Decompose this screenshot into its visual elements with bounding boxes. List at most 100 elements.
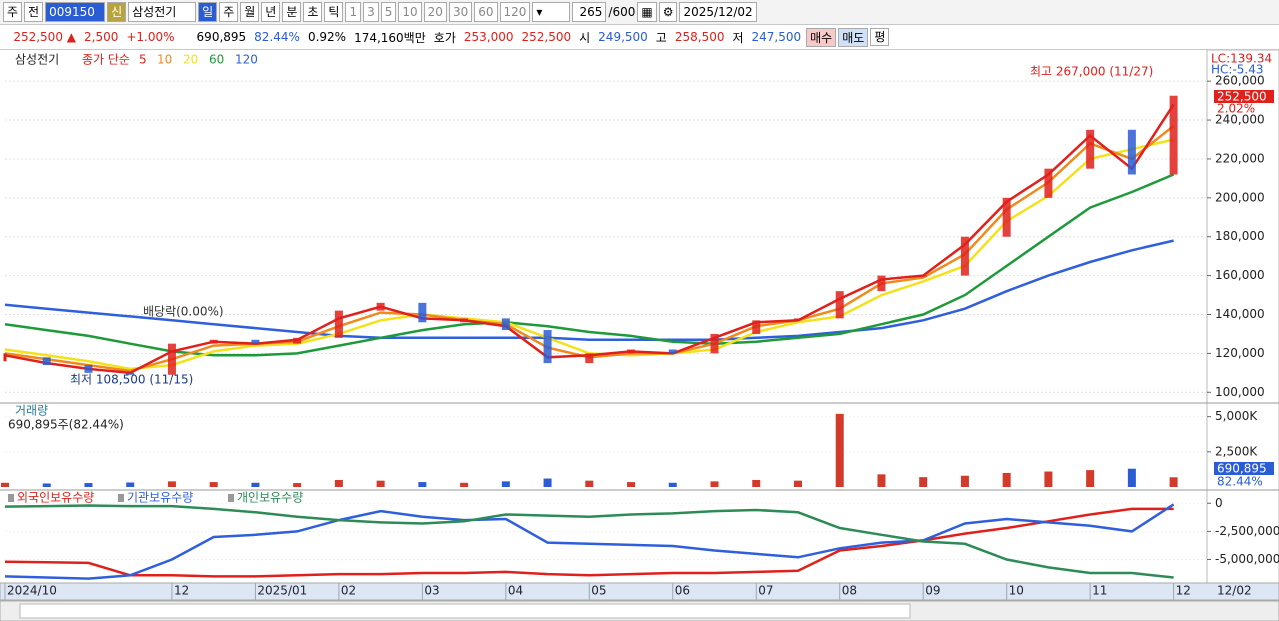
series-line — [4, 507, 1174, 578]
period[interactable]: 분 — [282, 2, 302, 22]
sell-button[interactable]: 매도 — [838, 27, 869, 47]
x-tick-label: 2025/01 — [257, 584, 307, 598]
x-tick-label: 07 — [758, 584, 773, 598]
code-input[interactable]: 009150 — [45, 2, 106, 22]
buy-button[interactable]: 매수 — [806, 27, 837, 47]
candle — [1086, 129, 1095, 169]
x-tick-label: 03 — [424, 584, 439, 598]
price-tag: 252,500 — [1217, 90, 1267, 104]
y-tick-label: 220,000 — [1215, 151, 1265, 165]
candle — [919, 275, 928, 277]
candle — [293, 337, 302, 344]
label: 고 — [655, 30, 667, 45]
volume-bar — [960, 475, 969, 487]
tab[interactable]: 전 — [24, 2, 44, 22]
legend-name: 삼성전기 — [15, 53, 59, 67]
interval[interactable]: 20 — [423, 2, 447, 22]
candle — [84, 365, 93, 373]
x-tick-label: 05 — [591, 584, 606, 598]
y-tick-label: 140,000 — [1215, 307, 1265, 321]
series-line — [4, 239, 1174, 342]
interval[interactable]: 30 — [448, 2, 473, 22]
candle — [460, 318, 469, 323]
date-input[interactable]: 2025/12/02 — [679, 2, 757, 22]
high: 258,500 — [674, 30, 725, 44]
button[interactable]: 평 — [870, 28, 890, 46]
period[interactable]: 년 — [261, 2, 281, 22]
interval[interactable]: 3 — [363, 2, 379, 22]
legend-entry: 20 — [183, 53, 198, 67]
y-tick-label: 240,000 — [1215, 113, 1265, 127]
y-tick-label: 120,000 — [1215, 346, 1265, 360]
stock-name: 삼성전기 — [128, 2, 197, 22]
period[interactable]: 월 — [240, 2, 260, 22]
legend-entry: 120 — [235, 53, 258, 67]
interval[interactable]: 60 — [474, 2, 498, 22]
interval[interactable]: 120 — [499, 2, 531, 22]
x-tick-label: 06 — [675, 584, 690, 598]
volume-bar — [877, 474, 886, 487]
period[interactable]: 틱 — [324, 2, 344, 22]
volume-bar — [793, 480, 802, 487]
x-tick-label: 08 — [842, 584, 857, 598]
period[interactable]: 주 — [219, 2, 239, 22]
end-date: 12/02 — [1217, 584, 1252, 598]
volume-bar — [1127, 468, 1136, 487]
x-tick-label: 12 — [1176, 584, 1191, 598]
series-line — [4, 173, 1175, 357]
y-tick-label: 180,000 — [1215, 229, 1265, 243]
period[interactable]: 초 — [303, 2, 323, 22]
legend-title: 종가 단순 — [82, 53, 130, 67]
x-tick-label: 10 — [1009, 584, 1024, 598]
tool[interactable]: ▦ — [637, 2, 657, 22]
candle — [835, 291, 844, 319]
panel-subtitle: 690,895주(82.44%) — [8, 418, 124, 432]
count[interactable]: 265 — [572, 2, 607, 22]
candle — [1169, 95, 1178, 175]
volume-bar — [42, 483, 51, 487]
volume-bar — [376, 480, 385, 487]
volume-tag: 690,895 — [1217, 462, 1267, 476]
info-bar: 252,500 ▲ 2,500 +1.00% 690,895 82.44% 0.… — [0, 25, 1279, 50]
y-tick-label: 2,500K — [1215, 444, 1258, 458]
ask: 253,000 — [463, 30, 514, 44]
change-tag: 2.02% — [1217, 102, 1255, 116]
candle — [585, 353, 594, 364]
y-tick-label: 200,000 — [1215, 190, 1265, 204]
dropdown[interactable]: ▾ — [532, 2, 571, 22]
x-tick-label: 2024/10 — [7, 584, 57, 598]
y-tick-label: 5,000K — [1215, 409, 1258, 423]
candle — [334, 310, 343, 338]
candle — [376, 302, 385, 311]
y-tick-label: 100,000 — [1215, 385, 1265, 399]
legend-entry: 10 — [157, 53, 172, 67]
candle — [543, 330, 552, 364]
interval[interactable]: 1 — [345, 2, 362, 22]
legend-entry: 60 — [209, 53, 224, 67]
tab[interactable]: 주 — [3, 2, 23, 22]
candle — [877, 275, 886, 292]
tool[interactable]: ⚙ — [658, 2, 678, 22]
volume-bar — [293, 483, 302, 487]
volume-bar — [167, 481, 176, 487]
volume-bar — [835, 413, 844, 487]
candle — [960, 236, 969, 276]
candle — [209, 339, 218, 344]
annotation: LC:139.34 — [1211, 52, 1272, 66]
candle — [1127, 129, 1136, 175]
scroll-track[interactable] — [19, 603, 911, 619]
legend-entry: 5 — [139, 53, 147, 67]
volume-bar — [668, 482, 677, 487]
volume-bar — [585, 480, 594, 487]
change-rate: +1.00% — [126, 30, 175, 44]
candle — [167, 343, 176, 375]
x-axis-strip — [0, 582, 1279, 601]
amount: 174,160백만 — [354, 30, 426, 45]
volume-bar — [752, 479, 761, 487]
interval[interactable]: 5 — [380, 2, 397, 22]
annotation: 최고 267,000 (11/27) — [1030, 65, 1153, 79]
y-tick-label: -5,000,000 — [1215, 552, 1279, 566]
interval[interactable]: 10 — [398, 2, 422, 22]
y-tick-label: -2,500,000 — [1215, 524, 1279, 538]
period[interactable]: 일 — [198, 2, 218, 22]
